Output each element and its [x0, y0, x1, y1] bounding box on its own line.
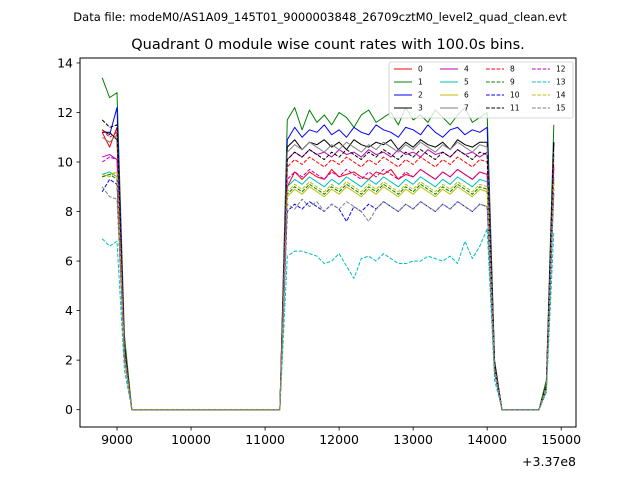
series-layer — [101, 77, 555, 411]
x-tick-label: 15000 — [541, 432, 581, 447]
legend-label-7: 7 — [464, 104, 469, 113]
y-tick-label: 2 — [65, 353, 73, 368]
x-tick-label: 12000 — [319, 432, 359, 447]
x-offset-label: +3.37e8 — [522, 454, 576, 469]
ticks-layer: 9000 10000 11000 12000 13000 14000 15000 0 2 4 6 8 1… — [57, 55, 581, 447]
figure-suptitle: Data file: modeM0/AS1A09_145T01_90000038… — [73, 10, 567, 24]
legend-label-3: 3 — [418, 104, 423, 113]
legend-label-5: 5 — [464, 78, 469, 87]
legend-label-4: 4 — [464, 65, 469, 74]
chart-title: Quadrant 0 module wise count rates with … — [131, 37, 525, 53]
y-tick-label: 0 — [65, 402, 73, 417]
x-tick-label: 14000 — [467, 432, 507, 447]
legend-label-13: 13 — [556, 78, 566, 87]
x-tick-label: 13000 — [393, 432, 433, 447]
legend-box — [388, 61, 574, 119]
series-line-15 — [101, 186, 555, 411]
legend-label-12: 12 — [556, 65, 566, 74]
series-line-11 — [101, 119, 555, 411]
y-tick-label: 10 — [57, 155, 73, 170]
legend-label-8: 8 — [510, 65, 515, 74]
legend-label-2: 2 — [418, 91, 423, 100]
y-tick-label: 6 — [65, 254, 73, 269]
legend-label-11: 11 — [510, 104, 520, 113]
x-tick-label: 11000 — [245, 432, 285, 447]
legend-label-1: 1 — [418, 78, 423, 87]
x-tick-label: 9000 — [101, 432, 133, 447]
series-line-14 — [102, 171, 555, 411]
legend-label-10: 10 — [510, 91, 520, 100]
legend-label-6: 6 — [464, 91, 469, 100]
legend-label-0: 0 — [418, 65, 423, 74]
x-tick-label: 10000 — [171, 432, 211, 447]
y-tick-label: 14 — [57, 55, 73, 70]
legend-label-14: 14 — [556, 91, 566, 100]
legend-label-15: 15 — [556, 104, 566, 113]
plot-area: 9000 10000 11000 12000 13000 14000 15000 0 2 4 6 8 1… — [57, 55, 581, 469]
y-tick-label: 12 — [57, 105, 73, 120]
series-line-8 — [101, 129, 555, 411]
legend-label-9: 9 — [510, 78, 515, 87]
plot-frame — [79, 57, 577, 428]
y-tick-label: 8 — [65, 204, 73, 219]
y-tick-label: 4 — [65, 303, 73, 318]
